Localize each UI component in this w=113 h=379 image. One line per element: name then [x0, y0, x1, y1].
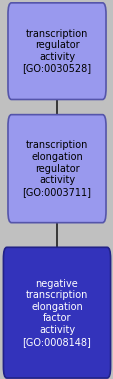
FancyBboxPatch shape — [8, 3, 105, 100]
Text: transcription
elongation
regulator
activity
[GO:0003711]: transcription elongation regulator activ… — [22, 141, 91, 197]
Text: negative
transcription
elongation
factor
activity
[GO:0008148]: negative transcription elongation factor… — [22, 279, 91, 347]
FancyBboxPatch shape — [8, 114, 105, 222]
FancyBboxPatch shape — [3, 247, 110, 378]
Text: transcription
regulator
activity
[GO:0030528]: transcription regulator activity [GO:003… — [22, 29, 91, 74]
